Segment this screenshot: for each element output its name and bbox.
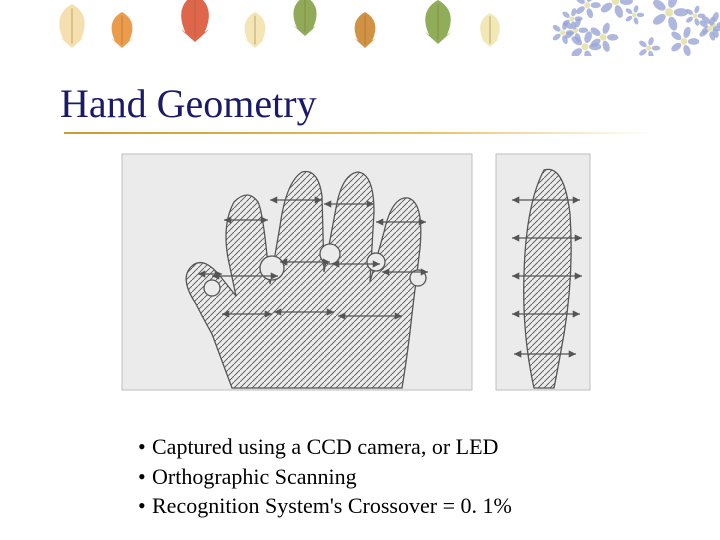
- decorative-banner: [0, 0, 720, 56]
- hand-geometry-diagram: [110, 150, 600, 400]
- bullet-text: Captured using a CCD camera, or LED: [152, 434, 498, 459]
- bullet-list: •Captured using a CCD camera, or LED •Or…: [138, 432, 512, 521]
- bullet-text: Orthographic Scanning: [152, 464, 357, 489]
- bullet-text: Recognition System's Crossover = 0. 1%: [152, 493, 512, 518]
- bullet-item: •Orthographic Scanning: [138, 462, 512, 492]
- diagram-svg: [110, 150, 600, 400]
- banner-svg: [0, 0, 720, 56]
- page-title: Hand Geometry: [60, 80, 317, 127]
- title-underline: [64, 132, 654, 134]
- bullet-item: •Recognition System's Crossover = 0. 1%: [138, 491, 512, 521]
- bullet-item: •Captured using a CCD camera, or LED: [138, 432, 512, 462]
